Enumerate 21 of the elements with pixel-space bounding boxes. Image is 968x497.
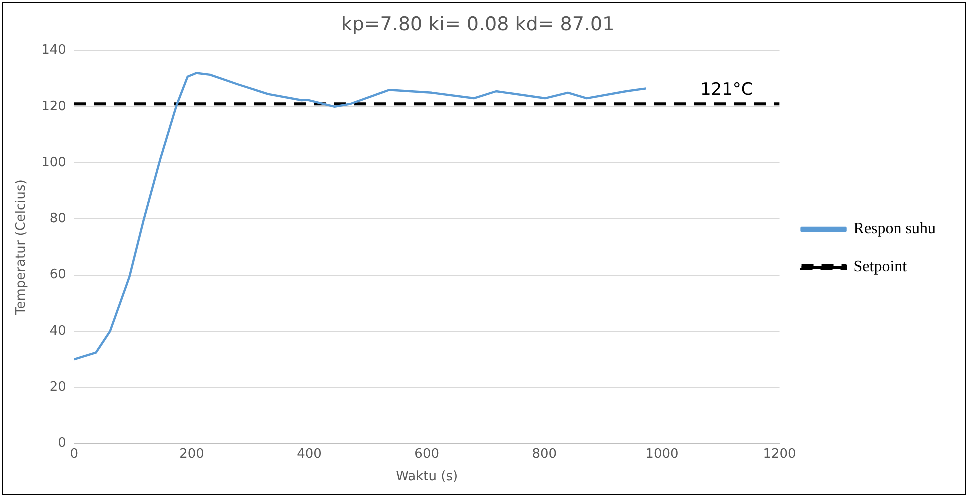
y-tick-label: 140 — [42, 43, 66, 58]
legend-label: Respon suhu — [854, 220, 936, 238]
chart-title: kp=7.80 ki= 0.08 kd= 87.01 — [341, 13, 615, 36]
x-tick-label: 1200 — [763, 446, 796, 462]
y-tick-label: 60 — [50, 268, 66, 283]
y-tick-label: 20 — [50, 380, 66, 396]
y-tick-label: 80 — [50, 212, 66, 227]
x-tick-label: 1000 — [646, 446, 679, 462]
x-axis-title: Waktu (s) — [396, 470, 458, 485]
annotation: 121°C — [700, 80, 754, 100]
x-tick-label: 400 — [297, 446, 322, 462]
y-tick-label: 120 — [42, 99, 66, 114]
y-axis-title: Temperatur (Celcius) — [14, 180, 30, 316]
y-tick-label: 100 — [42, 155, 66, 170]
x-tick-label: 600 — [414, 446, 440, 462]
y-tick-label: 0 — [58, 436, 66, 452]
x-tick-label: 800 — [532, 446, 558, 462]
y-tick-label: 40 — [50, 324, 66, 339]
legend-label: Setpoint — [854, 258, 908, 276]
x-tick-label: 0 — [70, 446, 79, 462]
x-tick-label: 200 — [180, 446, 204, 462]
